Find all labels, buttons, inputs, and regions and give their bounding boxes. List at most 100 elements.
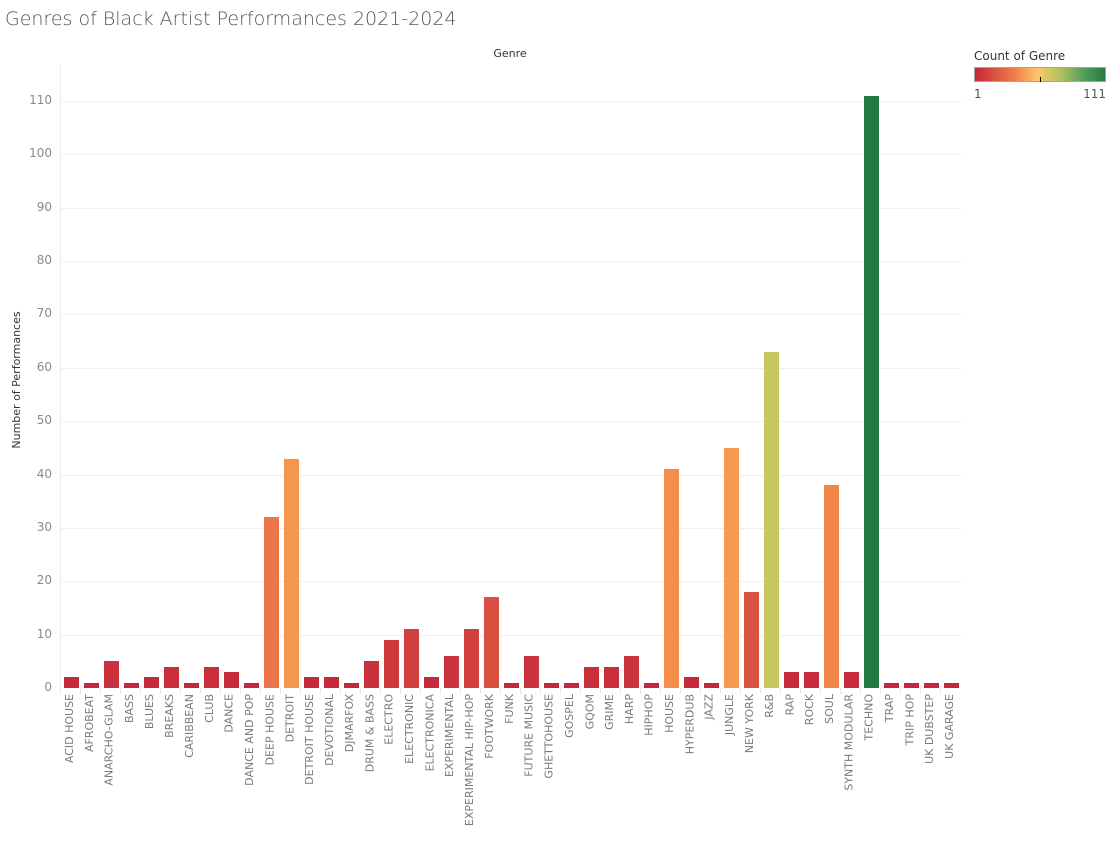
x-tick-label: FOOTWORK: [480, 694, 500, 844]
gridline: [61, 261, 961, 263]
x-tick-divider: [60, 688, 61, 694]
x-tick-label: ELECTRONICA: [420, 694, 440, 844]
bar[interactable]: [164, 666, 179, 688]
x-tick-divider: [220, 688, 221, 694]
x-tick-label: EXPERIMENTAL HIP-HOP: [460, 694, 480, 844]
bar[interactable]: [664, 469, 679, 688]
gridline: [61, 101, 961, 102]
bar[interactable]: [84, 682, 99, 688]
x-tick-label: UK GARAGE: [940, 694, 960, 844]
y-tick-label: 40: [36, 466, 52, 481]
x-tick-label: BASS: [120, 694, 140, 844]
bar[interactable]: [564, 682, 579, 688]
bar[interactable]: [284, 458, 299, 688]
x-tick-divider: [180, 688, 181, 694]
x-tick-label: TECHNO: [860, 694, 880, 844]
gridline: [61, 474, 961, 476]
y-tick-label: 70: [36, 306, 52, 321]
x-tick-divider: [120, 688, 121, 694]
x-tick-text: ELECTRO: [383, 694, 396, 745]
bar[interactable]: [684, 677, 699, 688]
x-tick-label: CLUB: [200, 694, 220, 844]
bar[interactable]: [624, 655, 639, 688]
x-tick-label: ROCK: [800, 694, 820, 844]
bar[interactable]: [724, 447, 739, 688]
bar[interactable]: [704, 682, 719, 688]
bar[interactable]: [384, 639, 399, 688]
gridline: [61, 154, 961, 156]
bar[interactable]: [924, 682, 939, 688]
bar[interactable]: [944, 682, 959, 688]
bar[interactable]: [764, 351, 779, 688]
bar[interactable]: [104, 661, 119, 688]
bar[interactable]: [844, 672, 859, 688]
bar[interactable]: [244, 682, 259, 688]
x-tick-divider: [620, 688, 621, 694]
bar[interactable]: [524, 655, 539, 688]
bar[interactable]: [464, 629, 479, 688]
x-tick-divider: [600, 688, 601, 694]
bar[interactable]: [884, 682, 899, 688]
bar[interactable]: [444, 655, 459, 688]
bar[interactable]: [744, 591, 759, 688]
bar[interactable]: [604, 666, 619, 688]
bar[interactable]: [784, 672, 799, 688]
x-tick-text: GOSPEL: [563, 694, 576, 738]
x-tick-text: ELECTRONICA: [423, 694, 436, 772]
bar[interactable]: [544, 682, 559, 688]
bar[interactable]: [264, 517, 279, 688]
x-tick-text: UK GARAGE: [943, 694, 956, 759]
bar[interactable]: [124, 682, 139, 688]
x-tick-label: JUNGLE: [720, 694, 740, 844]
bar[interactable]: [484, 597, 499, 688]
gridline: [61, 367, 961, 369]
bar[interactable]: [824, 485, 839, 688]
bar[interactable]: [324, 677, 339, 688]
bar[interactable]: [864, 95, 879, 688]
bar[interactable]: [144, 677, 159, 688]
x-tick-label: GHETTOHOUSE: [540, 694, 560, 844]
x-tick-text: TRIP HOP: [903, 694, 916, 746]
x-tick-divider: [720, 688, 721, 694]
x-tick-label: UK DUBSTEP: [920, 694, 940, 844]
bar[interactable]: [364, 661, 379, 688]
x-tick-text: R&B: [763, 694, 776, 718]
x-tick-label: ELECTRO: [380, 694, 400, 844]
bar[interactable]: [644, 682, 659, 688]
bar[interactable]: [64, 677, 79, 688]
x-tick-label: DANCE AND POP: [240, 694, 260, 844]
x-tick-text: DJMARFOX: [343, 694, 356, 753]
x-tick-label: DRUM & BASS: [360, 694, 380, 844]
x-tick-label: AFROBEAT: [80, 694, 100, 844]
x-tick-text: HIPHOP: [643, 694, 656, 736]
y-tick-label: 30: [36, 519, 52, 534]
x-tick-label: DETROIT: [280, 694, 300, 844]
y-tick-label: 20: [36, 573, 52, 588]
x-tick-divider: [460, 688, 461, 694]
bar[interactable]: [224, 672, 239, 688]
bar[interactable]: [424, 677, 439, 688]
bar[interactable]: [304, 677, 319, 688]
x-tick-divider: [700, 688, 701, 694]
gridline: [61, 634, 961, 636]
x-tick-divider: [880, 688, 881, 694]
bar[interactable]: [804, 672, 819, 688]
bar[interactable]: [504, 682, 519, 688]
x-tick-text: TRAP: [883, 694, 896, 723]
x-tick-text: ACID HOUSE: [63, 694, 76, 764]
bar[interactable]: [204, 666, 219, 688]
x-tick-divider: [200, 688, 201, 694]
x-tick-text: FUTURE MUSIC: [523, 694, 536, 777]
x-tick-label: BREAKS: [160, 694, 180, 844]
x-tick-label: GOSPEL: [560, 694, 580, 844]
legend-max-label: 111: [1083, 87, 1106, 101]
bar[interactable]: [404, 629, 419, 688]
x-tick-text: EXPERIMENTAL: [443, 694, 456, 778]
legend-midpoint-mark: [1040, 77, 1041, 82]
y-tick-label: 10: [36, 626, 52, 641]
bar[interactable]: [904, 682, 919, 688]
bar[interactable]: [344, 682, 359, 688]
bar[interactable]: [184, 682, 199, 688]
x-tick-divider: [240, 688, 241, 694]
bar[interactable]: [584, 666, 599, 688]
